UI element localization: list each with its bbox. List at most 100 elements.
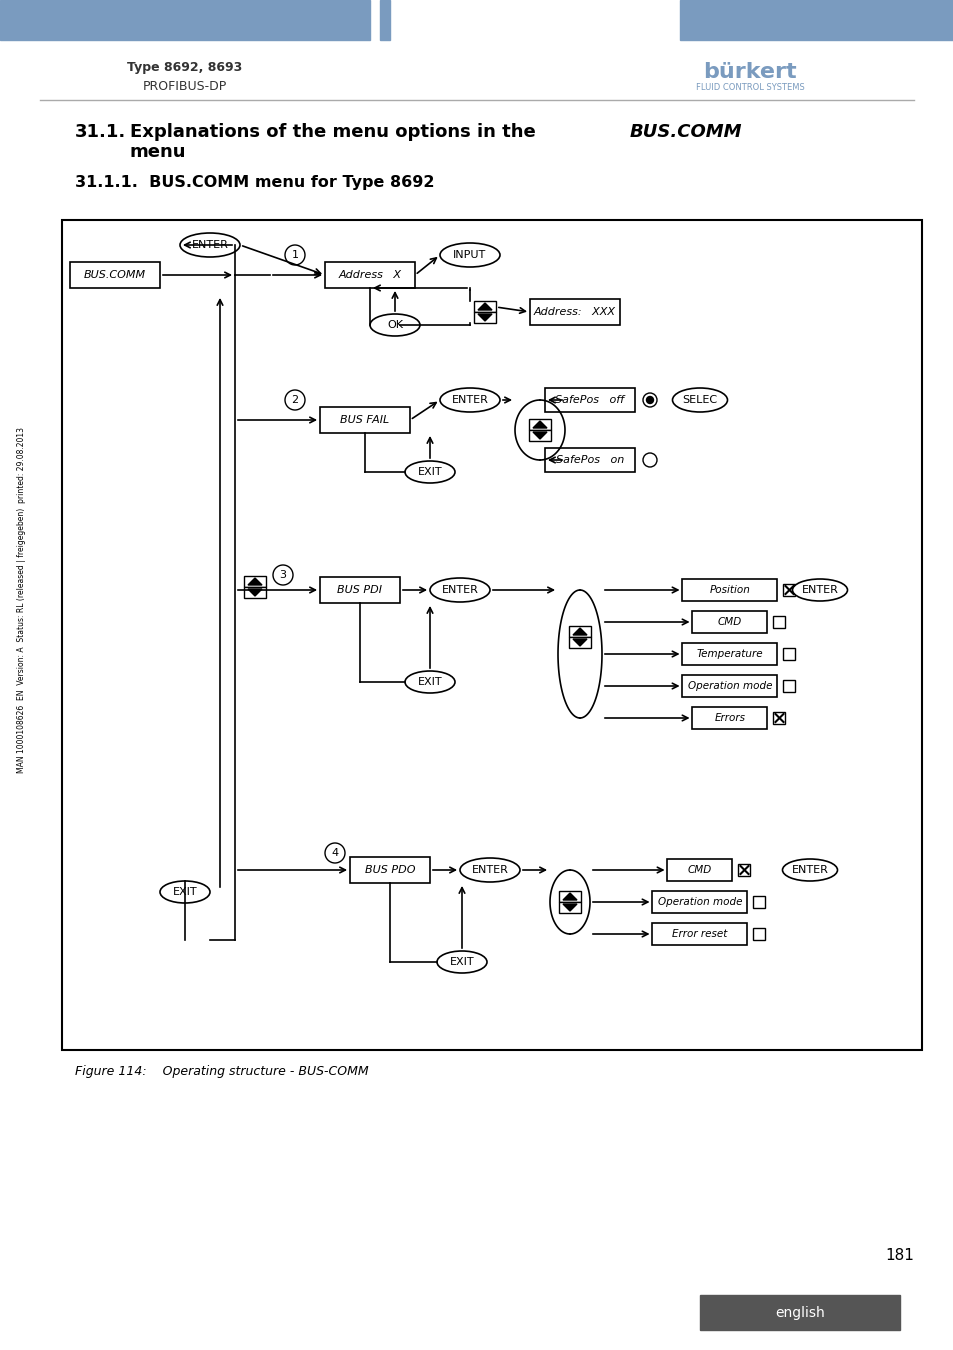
Bar xyxy=(244,576,266,587)
Circle shape xyxy=(285,244,305,265)
Bar xyxy=(753,927,764,940)
Text: ENTER: ENTER xyxy=(801,585,838,595)
Bar xyxy=(700,1295,899,1330)
Text: EXIT: EXIT xyxy=(449,957,474,967)
Bar xyxy=(529,418,551,431)
Bar xyxy=(62,220,921,1050)
Circle shape xyxy=(285,390,305,410)
Text: SafePos   on: SafePos on xyxy=(556,455,623,464)
Ellipse shape xyxy=(439,387,499,412)
Text: ENTER: ENTER xyxy=(471,865,508,875)
FancyBboxPatch shape xyxy=(530,298,619,325)
Bar xyxy=(244,587,266,598)
FancyBboxPatch shape xyxy=(652,891,747,913)
Text: Position: Position xyxy=(709,585,750,595)
Bar xyxy=(782,585,795,595)
Text: english: english xyxy=(774,1305,824,1320)
Bar xyxy=(558,902,580,913)
Ellipse shape xyxy=(439,243,499,267)
Ellipse shape xyxy=(781,859,837,882)
Circle shape xyxy=(646,397,653,404)
Polygon shape xyxy=(562,892,577,900)
Text: ENTER: ENTER xyxy=(451,396,488,405)
Text: ENTER: ENTER xyxy=(441,585,478,595)
Text: 1: 1 xyxy=(292,250,298,261)
Ellipse shape xyxy=(430,578,490,602)
Text: ENTER: ENTER xyxy=(192,240,228,250)
Text: Explanations of the menu options in the: Explanations of the menu options in the xyxy=(130,123,541,140)
Text: BUS PDO: BUS PDO xyxy=(364,865,415,875)
Text: Operation mode: Operation mode xyxy=(657,896,741,907)
Text: EXIT: EXIT xyxy=(172,887,197,896)
FancyBboxPatch shape xyxy=(692,612,767,633)
FancyBboxPatch shape xyxy=(681,579,777,601)
FancyBboxPatch shape xyxy=(319,406,410,433)
Bar xyxy=(773,616,784,628)
Text: Figure 114:    Operating structure - BUS-COMM: Figure 114: Operating structure - BUS-CO… xyxy=(75,1065,368,1079)
Polygon shape xyxy=(533,432,546,439)
Bar xyxy=(738,864,750,876)
Text: INPUT: INPUT xyxy=(453,250,486,261)
FancyBboxPatch shape xyxy=(692,707,767,729)
Bar xyxy=(568,637,590,648)
Bar xyxy=(773,711,784,724)
Ellipse shape xyxy=(160,882,210,903)
Polygon shape xyxy=(477,302,492,311)
Bar xyxy=(782,680,795,693)
Circle shape xyxy=(642,454,657,467)
Ellipse shape xyxy=(436,950,486,973)
Polygon shape xyxy=(573,628,586,634)
Polygon shape xyxy=(477,315,492,321)
Text: Type 8692, 8693: Type 8692, 8693 xyxy=(128,62,242,74)
Text: Address:   XXX: Address: XXX xyxy=(534,306,616,317)
Ellipse shape xyxy=(672,387,727,412)
Text: Temperature: Temperature xyxy=(696,649,762,659)
FancyBboxPatch shape xyxy=(325,262,415,288)
Ellipse shape xyxy=(370,315,419,336)
Ellipse shape xyxy=(459,859,519,882)
Text: Errors: Errors xyxy=(714,713,744,724)
Ellipse shape xyxy=(405,671,455,693)
Ellipse shape xyxy=(405,460,455,483)
FancyBboxPatch shape xyxy=(652,923,747,945)
Bar xyxy=(379,0,390,40)
Circle shape xyxy=(325,842,345,863)
Ellipse shape xyxy=(180,234,240,256)
Text: 31.1.: 31.1. xyxy=(75,123,126,140)
Text: BUS.COMM: BUS.COMM xyxy=(629,123,741,140)
Text: OK: OK xyxy=(387,320,402,329)
Text: EXIT: EXIT xyxy=(417,676,442,687)
Text: FLUID CONTROL SYSTEMS: FLUID CONTROL SYSTEMS xyxy=(695,84,803,93)
Text: CMD: CMD xyxy=(717,617,741,626)
Bar xyxy=(474,312,496,323)
Text: Operation mode: Operation mode xyxy=(687,680,771,691)
Polygon shape xyxy=(562,904,577,911)
FancyBboxPatch shape xyxy=(681,675,777,697)
Text: bürkert: bürkert xyxy=(702,62,796,82)
Bar xyxy=(558,891,580,902)
Bar xyxy=(753,896,764,909)
Text: 3: 3 xyxy=(279,570,286,580)
Text: BUS FAIL: BUS FAIL xyxy=(340,414,389,425)
FancyBboxPatch shape xyxy=(681,643,777,666)
Circle shape xyxy=(642,393,657,406)
FancyBboxPatch shape xyxy=(319,576,399,603)
Polygon shape xyxy=(533,421,546,428)
Bar xyxy=(568,626,590,637)
Bar xyxy=(529,431,551,441)
Polygon shape xyxy=(248,578,262,585)
Text: BUS.COMM: BUS.COMM xyxy=(84,270,146,279)
Text: MAN 1000108626  EN  Version: A  Status: RL (released | freigegeben)  printed: 29: MAN 1000108626 EN Version: A Status: RL … xyxy=(17,427,27,774)
FancyBboxPatch shape xyxy=(70,262,160,288)
Text: menu: menu xyxy=(130,143,186,161)
Text: 31.1.1.  BUS.COMM menu for Type 8692: 31.1.1. BUS.COMM menu for Type 8692 xyxy=(75,174,434,189)
Ellipse shape xyxy=(792,579,846,601)
Bar xyxy=(782,648,795,660)
Text: EXIT: EXIT xyxy=(417,467,442,477)
FancyBboxPatch shape xyxy=(544,448,635,472)
Text: 4: 4 xyxy=(331,848,338,859)
Text: 181: 181 xyxy=(884,1247,914,1262)
Bar xyxy=(474,301,496,312)
FancyBboxPatch shape xyxy=(544,387,635,412)
Text: Address   X: Address X xyxy=(338,270,401,279)
